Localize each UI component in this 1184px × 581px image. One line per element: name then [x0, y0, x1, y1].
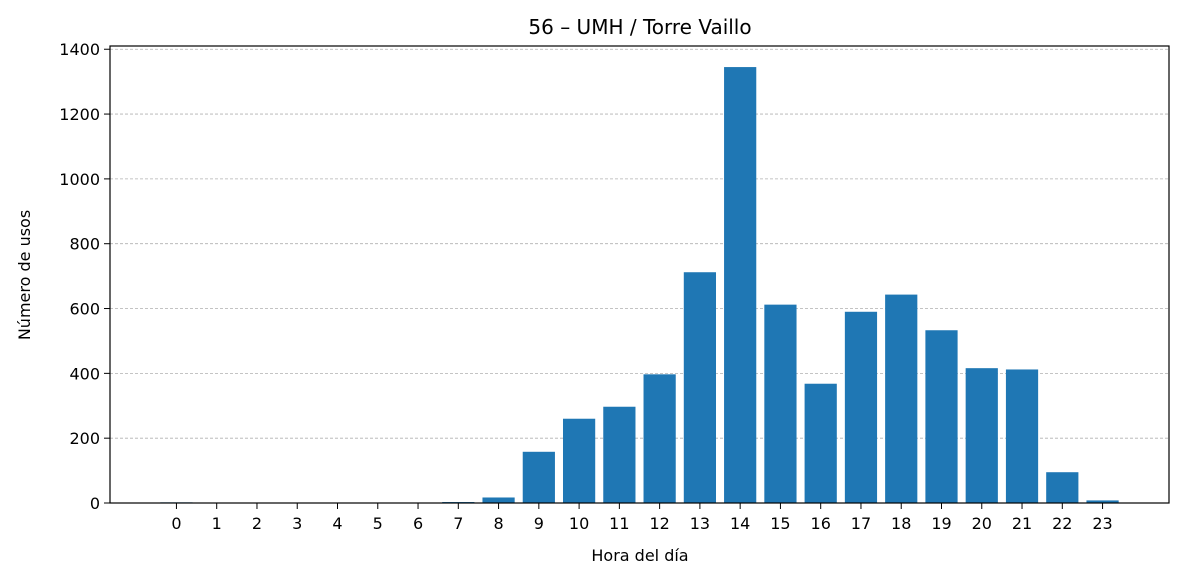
x-tick-label: 21 [1012, 514, 1032, 533]
x-tick-label: 14 [730, 514, 750, 533]
y-tick-label: 0 [90, 494, 100, 513]
bar-hour-9 [522, 451, 555, 503]
axes-frame [109, 45, 1170, 504]
bar-hour-16 [804, 383, 837, 503]
x-tick-label: 13 [690, 514, 710, 533]
x-axis-label: Hora del día [591, 546, 688, 565]
x-tick-label: 8 [493, 514, 503, 533]
bar-hour-13 [683, 272, 717, 503]
bar-hour-21 [1005, 369, 1039, 503]
x-tick-label: 5 [373, 514, 383, 533]
x-tick-label: 12 [649, 514, 669, 533]
y-axis-ticks: 0 200 400 600 800 1000 1200 1400 [59, 40, 110, 513]
x-tick-label: 23 [1092, 514, 1112, 533]
bar-hour-15 [764, 304, 797, 503]
bar-hour-12 [643, 374, 676, 503]
x-tick-label: 20 [972, 514, 992, 533]
x-tick-label: 3 [292, 514, 302, 533]
x-tick-label: 17 [851, 514, 871, 533]
x-tick-label: 4 [332, 514, 342, 533]
y-tick-label: 1200 [59, 105, 100, 124]
chart-title: 56 – UMH / Torre Vaillo [528, 15, 751, 39]
bars [160, 67, 1119, 503]
y-tick-label: 800 [69, 235, 100, 254]
x-tick-label: 15 [770, 514, 790, 533]
x-tick-label: 1 [212, 514, 222, 533]
bar-hour-18 [885, 294, 918, 503]
bar-hour-8 [482, 497, 515, 503]
x-tick-label: 16 [811, 514, 831, 533]
bar-hour-10 [562, 418, 596, 503]
bar-hour-22 [1046, 472, 1079, 503]
y-tick-label: 400 [69, 364, 100, 383]
x-tick-label: 19 [931, 514, 951, 533]
x-tick-label: 9 [534, 514, 544, 533]
bar-hour-11 [603, 406, 636, 503]
x-axis-ticks: 0 1 2 3 4 5 6 7 8 9 10 11 12 13 14 15 16 17 18 19 20 21 22 23 [171, 503, 1113, 533]
bar-hour-23 [1086, 500, 1119, 503]
x-tick-label: 0 [171, 514, 181, 533]
x-tick-label: 6 [413, 514, 423, 533]
x-tick-label: 11 [609, 514, 629, 533]
plot-frame [109, 45, 1170, 504]
x-tick-label: 7 [453, 514, 463, 533]
bar-hour-20 [965, 368, 998, 503]
y-tick-label: 1400 [59, 40, 100, 59]
bar-hour-14 [724, 67, 757, 503]
y-tick-label: 600 [69, 300, 100, 319]
y-tick-label: 200 [69, 429, 100, 448]
y-tick-label: 1000 [59, 170, 100, 189]
x-tick-label: 18 [891, 514, 911, 533]
x-tick-label: 22 [1052, 514, 1072, 533]
bar-hour-19 [925, 330, 958, 503]
x-tick-label: 2 [252, 514, 262, 533]
x-tick-label: 10 [569, 514, 589, 533]
y-axis-label: Número de usos [15, 210, 34, 340]
bar-hour-17 [844, 311, 878, 503]
